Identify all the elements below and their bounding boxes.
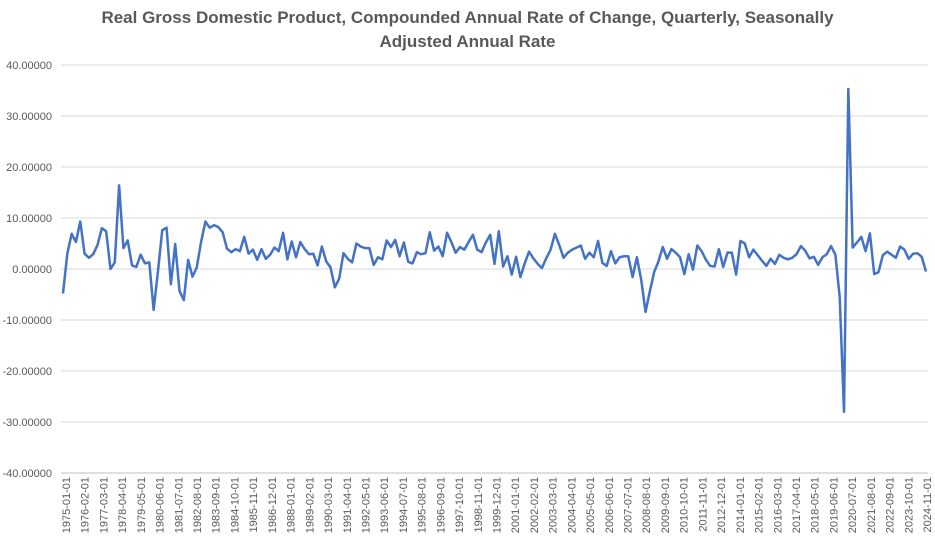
x-axis-tick-labels: 1975-01-01 1976-02-01 1977-03-01 1978-04-01… <box>61 477 934 533</box>
x-tick-label: 1976-02-01 <box>80 477 92 533</box>
x-tick-label: 1998-11-01 <box>473 477 485 532</box>
y-tick-label: 20.00000 <box>6 162 52 174</box>
x-tick-label: 2017-04-01 <box>791 477 803 533</box>
x-tick-label: 1988-01-01 <box>286 477 298 533</box>
x-tick-label: 2021-08-01 <box>866 477 878 533</box>
x-tick-label: 2006-06-01 <box>604 477 616 533</box>
y-tick-label: -20.00000 <box>2 366 52 378</box>
x-tick-label: 2014-01-01 <box>735 477 747 533</box>
y-tick-label: 30.00000 <box>6 111 52 123</box>
series-line <box>61 87 928 414</box>
y-axis-tick-labels: -40.00000 -30.00000 -20.00000 -10.00000 0.00… <box>2 60 52 480</box>
x-tick-label: 1983-09-01 <box>211 477 223 533</box>
x-tick-label: 1985-11-01 <box>248 477 260 532</box>
x-tick-label: 1975-01-01 <box>61 477 73 533</box>
series-layer <box>61 87 928 414</box>
x-tick-label: 1992-05-01 <box>360 477 372 533</box>
x-tick-label: 2003-03-01 <box>548 477 560 533</box>
x-tick-label: 1991-04-01 <box>342 477 354 533</box>
x-tick-label: 1984-10-01 <box>229 477 241 533</box>
x-tick-label: 2019-06-01 <box>828 477 840 533</box>
x-tick-label: 2008-08-01 <box>641 477 653 533</box>
x-tick-label: 2016-03-01 <box>772 477 784 533</box>
x-tick-label: 2001-01-01 <box>510 477 522 533</box>
y-tick-label: -10.00000 <box>2 315 52 327</box>
x-tick-label: 2022-09-01 <box>885 477 897 533</box>
y-tick-label: 40.00000 <box>6 60 52 72</box>
x-tick-label: 1986-12-01 <box>267 477 279 533</box>
x-tick-label: 2009-09-01 <box>660 477 672 533</box>
x-tick-label: 1997-10-01 <box>454 477 466 533</box>
x-tick-label: 1989-02-01 <box>304 477 316 533</box>
x-tick-label: 1980-06-01 <box>155 477 167 533</box>
chart-title-line-2: Adjusted Annual Rate <box>379 32 556 51</box>
y-tick-label: 0.00000 <box>12 264 52 276</box>
x-tick-label: 1995-08-01 <box>417 477 429 533</box>
x-tick-label: 1993-06-01 <box>379 477 391 533</box>
y-tick-label: 10.00000 <box>6 213 52 225</box>
x-tick-label: 1994-07-01 <box>398 477 410 533</box>
x-tick-label: 1982-08-01 <box>192 477 204 533</box>
x-tick-label: 2023-10-01 <box>903 477 915 533</box>
x-tick-label: 2015-02-01 <box>754 477 766 533</box>
x-tick-label: 2002-02-01 <box>529 477 541 533</box>
x-tick-label: 1978-04-01 <box>117 477 129 533</box>
x-tick-label: 2011-11-01 <box>697 477 709 532</box>
x-tick-label: 1979-05-01 <box>136 477 148 533</box>
x-tick-label: 1996-09-01 <box>435 477 447 533</box>
chart-title: Real Gross Domestic Product, Compounded … <box>0 6 935 54</box>
x-tick-label: 1990-03-01 <box>323 477 335 533</box>
x-tick-label: 2012-12-01 <box>716 477 728 533</box>
x-tick-label: 1977-03-01 <box>98 477 110 533</box>
x-tick-label: 2010-10-01 <box>679 477 691 533</box>
x-tick-label: 1981-07-01 <box>173 477 185 533</box>
chart-title-line-1: Real Gross Domestic Product, Compounded … <box>101 8 834 27</box>
x-tick-label: 1999-12-01 <box>492 477 504 533</box>
x-tick-label: 2020-07-01 <box>847 477 859 533</box>
x-tick-label: 2018-05-01 <box>810 477 822 533</box>
x-tick-label: 2024-11-01 <box>922 477 934 532</box>
x-tick-label: 2007-07-01 <box>623 477 635 533</box>
y-tick-label: -30.00000 <box>2 417 52 429</box>
x-tick-label: 2005-05-01 <box>585 477 597 533</box>
y-tick-label: -40.00000 <box>2 468 52 480</box>
x-tick-label: 2004-04-01 <box>566 477 578 533</box>
